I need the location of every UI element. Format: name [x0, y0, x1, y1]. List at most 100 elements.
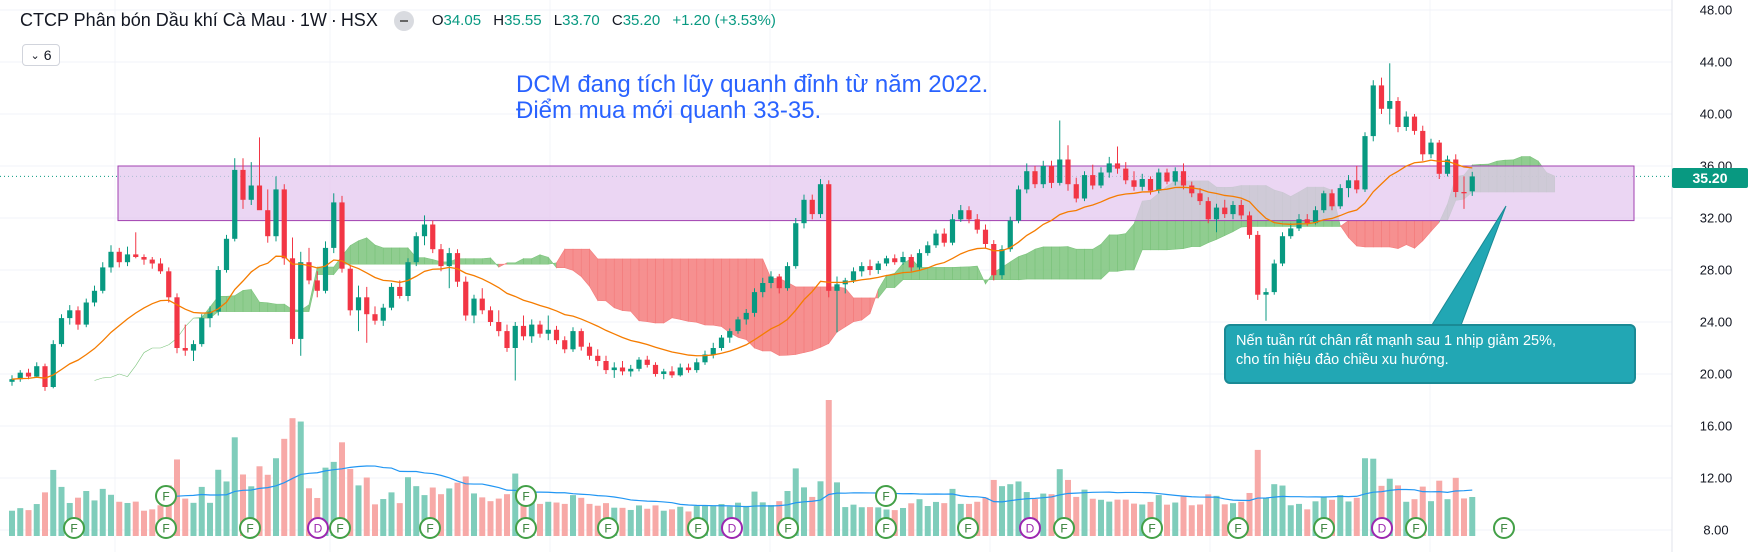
candle-body: [545, 329, 551, 334]
marker-label: F: [882, 522, 889, 536]
volume-bar: [429, 487, 436, 536]
cloud-segment: [1051, 246, 1061, 280]
event-marker-f[interactable]: F: [1493, 517, 1515, 539]
cloud-segment: [1034, 246, 1044, 280]
candle-body: [166, 271, 172, 298]
candle-body: [1222, 207, 1228, 215]
event-marker-f[interactable]: F: [777, 517, 799, 539]
cloud-segment: [597, 258, 607, 302]
cloud-segment: [663, 258, 673, 324]
marker-circle: [155, 517, 177, 539]
y-tick-label: 8.00: [1703, 523, 1728, 538]
marker-label: D: [314, 522, 323, 536]
event-marker-f[interactable]: F: [329, 517, 351, 539]
event-marker-f[interactable]: F: [515, 485, 537, 507]
event-marker-f[interactable]: F: [239, 517, 261, 539]
volume-bar: [1444, 499, 1451, 536]
marker-label: F: [70, 522, 77, 536]
candle-body: [1453, 159, 1459, 192]
volume-bar: [834, 482, 840, 536]
y-tick-label: 20.00: [1700, 367, 1733, 382]
marker-circle: [1405, 517, 1427, 539]
event-markers[interactable]: FF F F D F FFF F F D FFF F D F F F F D F F: [63, 485, 1515, 539]
candle-body: [1057, 159, 1063, 183]
candle-body: [1032, 171, 1038, 185]
event-marker-f[interactable]: F: [1053, 517, 1075, 539]
event-marker-f[interactable]: F: [155, 517, 177, 539]
candle-body: [1230, 205, 1236, 215]
candle-body: [694, 362, 700, 371]
symbol-name[interactable]: CTCP Phân bón Dầu khí Cà Mau: [20, 10, 286, 30]
volume-bar: [215, 469, 222, 536]
y-tick-label: 28.00: [1700, 263, 1733, 278]
volume-bar: [1436, 480, 1443, 536]
volume-bar: [1279, 485, 1286, 536]
candle-body: [1090, 175, 1096, 186]
event-marker-f[interactable]: F: [1227, 517, 1249, 539]
cloud-segment: [671, 258, 681, 320]
event-marker-f[interactable]: F: [1141, 517, 1163, 539]
event-marker-f[interactable]: F: [63, 517, 85, 539]
zone-box: [117, 165, 1635, 222]
volume-bar: [561, 503, 568, 536]
candle-body: [1321, 193, 1327, 211]
candle-body: [1403, 116, 1409, 127]
event-marker-f[interactable]: F: [419, 517, 441, 539]
event-marker-f[interactable]: F: [155, 485, 177, 507]
volume-bar: [116, 501, 123, 536]
annotation-text[interactable]: DCM đang tích lũy quanh đỉnh từ năm 2022…: [516, 72, 988, 124]
cloud-segment: [1067, 246, 1077, 280]
event-marker-d[interactable]: D: [1019, 517, 1041, 539]
candle-body: [1255, 234, 1261, 295]
event-marker-f[interactable]: F: [597, 517, 619, 539]
candle-body: [67, 310, 73, 319]
candle-body: [809, 199, 815, 215]
candle-body: [1172, 171, 1178, 182]
cloud-segment: [704, 258, 714, 326]
event-marker-d[interactable]: D: [307, 517, 329, 539]
volume-bar: [198, 486, 205, 536]
event-marker-f[interactable]: F: [875, 517, 897, 539]
close-value: 35.20: [622, 12, 661, 29]
cloud-segment: [836, 286, 846, 333]
event-marker-f[interactable]: F: [515, 517, 537, 539]
candle-body: [702, 354, 708, 363]
accumulation-zone: [117, 165, 1635, 222]
cloud-segment: [564, 248, 574, 271]
volume-bar: [776, 501, 783, 536]
indicators-toggle[interactable]: ⌄ 6: [22, 44, 60, 66]
candle-body: [1131, 180, 1137, 187]
annotation-line-1: DCM đang tích lũy quanh đỉnh từ năm 2022…: [516, 71, 989, 98]
volume-bar: [1469, 496, 1476, 536]
interval-label[interactable]: 1W: [299, 10, 327, 30]
event-marker-f[interactable]: F: [687, 517, 709, 539]
volume-bar: [182, 498, 189, 536]
marker-label: F: [882, 490, 889, 504]
volume-bar: [1362, 458, 1368, 536]
event-marker-f[interactable]: F: [875, 485, 897, 507]
candle-body: [141, 257, 147, 260]
volume-bar: [801, 487, 807, 536]
cloud-segment: [638, 258, 648, 323]
event-marker-d[interactable]: D: [721, 517, 743, 539]
volume-bar: [372, 504, 378, 536]
marker-label: F: [1412, 522, 1419, 536]
event-marker-f[interactable]: F: [1313, 517, 1335, 539]
cloud-segment: [1405, 220, 1415, 249]
hide-series-icon[interactable]: [393, 10, 414, 31]
volume-bar: [1180, 496, 1187, 536]
candle-body: [1288, 228, 1294, 237]
callout-box[interactable]: Nến tuần rút chân rất mạnh sau 1 nhịp gi…: [1224, 324, 1636, 384]
cloud-segment: [1397, 220, 1407, 250]
event-marker-f[interactable]: F: [957, 517, 979, 539]
candle-body: [240, 169, 246, 200]
volume-bar: [1246, 492, 1253, 536]
candle-body: [867, 266, 873, 270]
event-marker-f[interactable]: F: [1405, 517, 1427, 539]
volume-bar: [908, 503, 915, 536]
event-marker-d[interactable]: D: [1371, 517, 1393, 539]
candle-body: [768, 276, 774, 283]
volume-bar: [231, 437, 238, 536]
volume-bar: [1098, 499, 1104, 536]
